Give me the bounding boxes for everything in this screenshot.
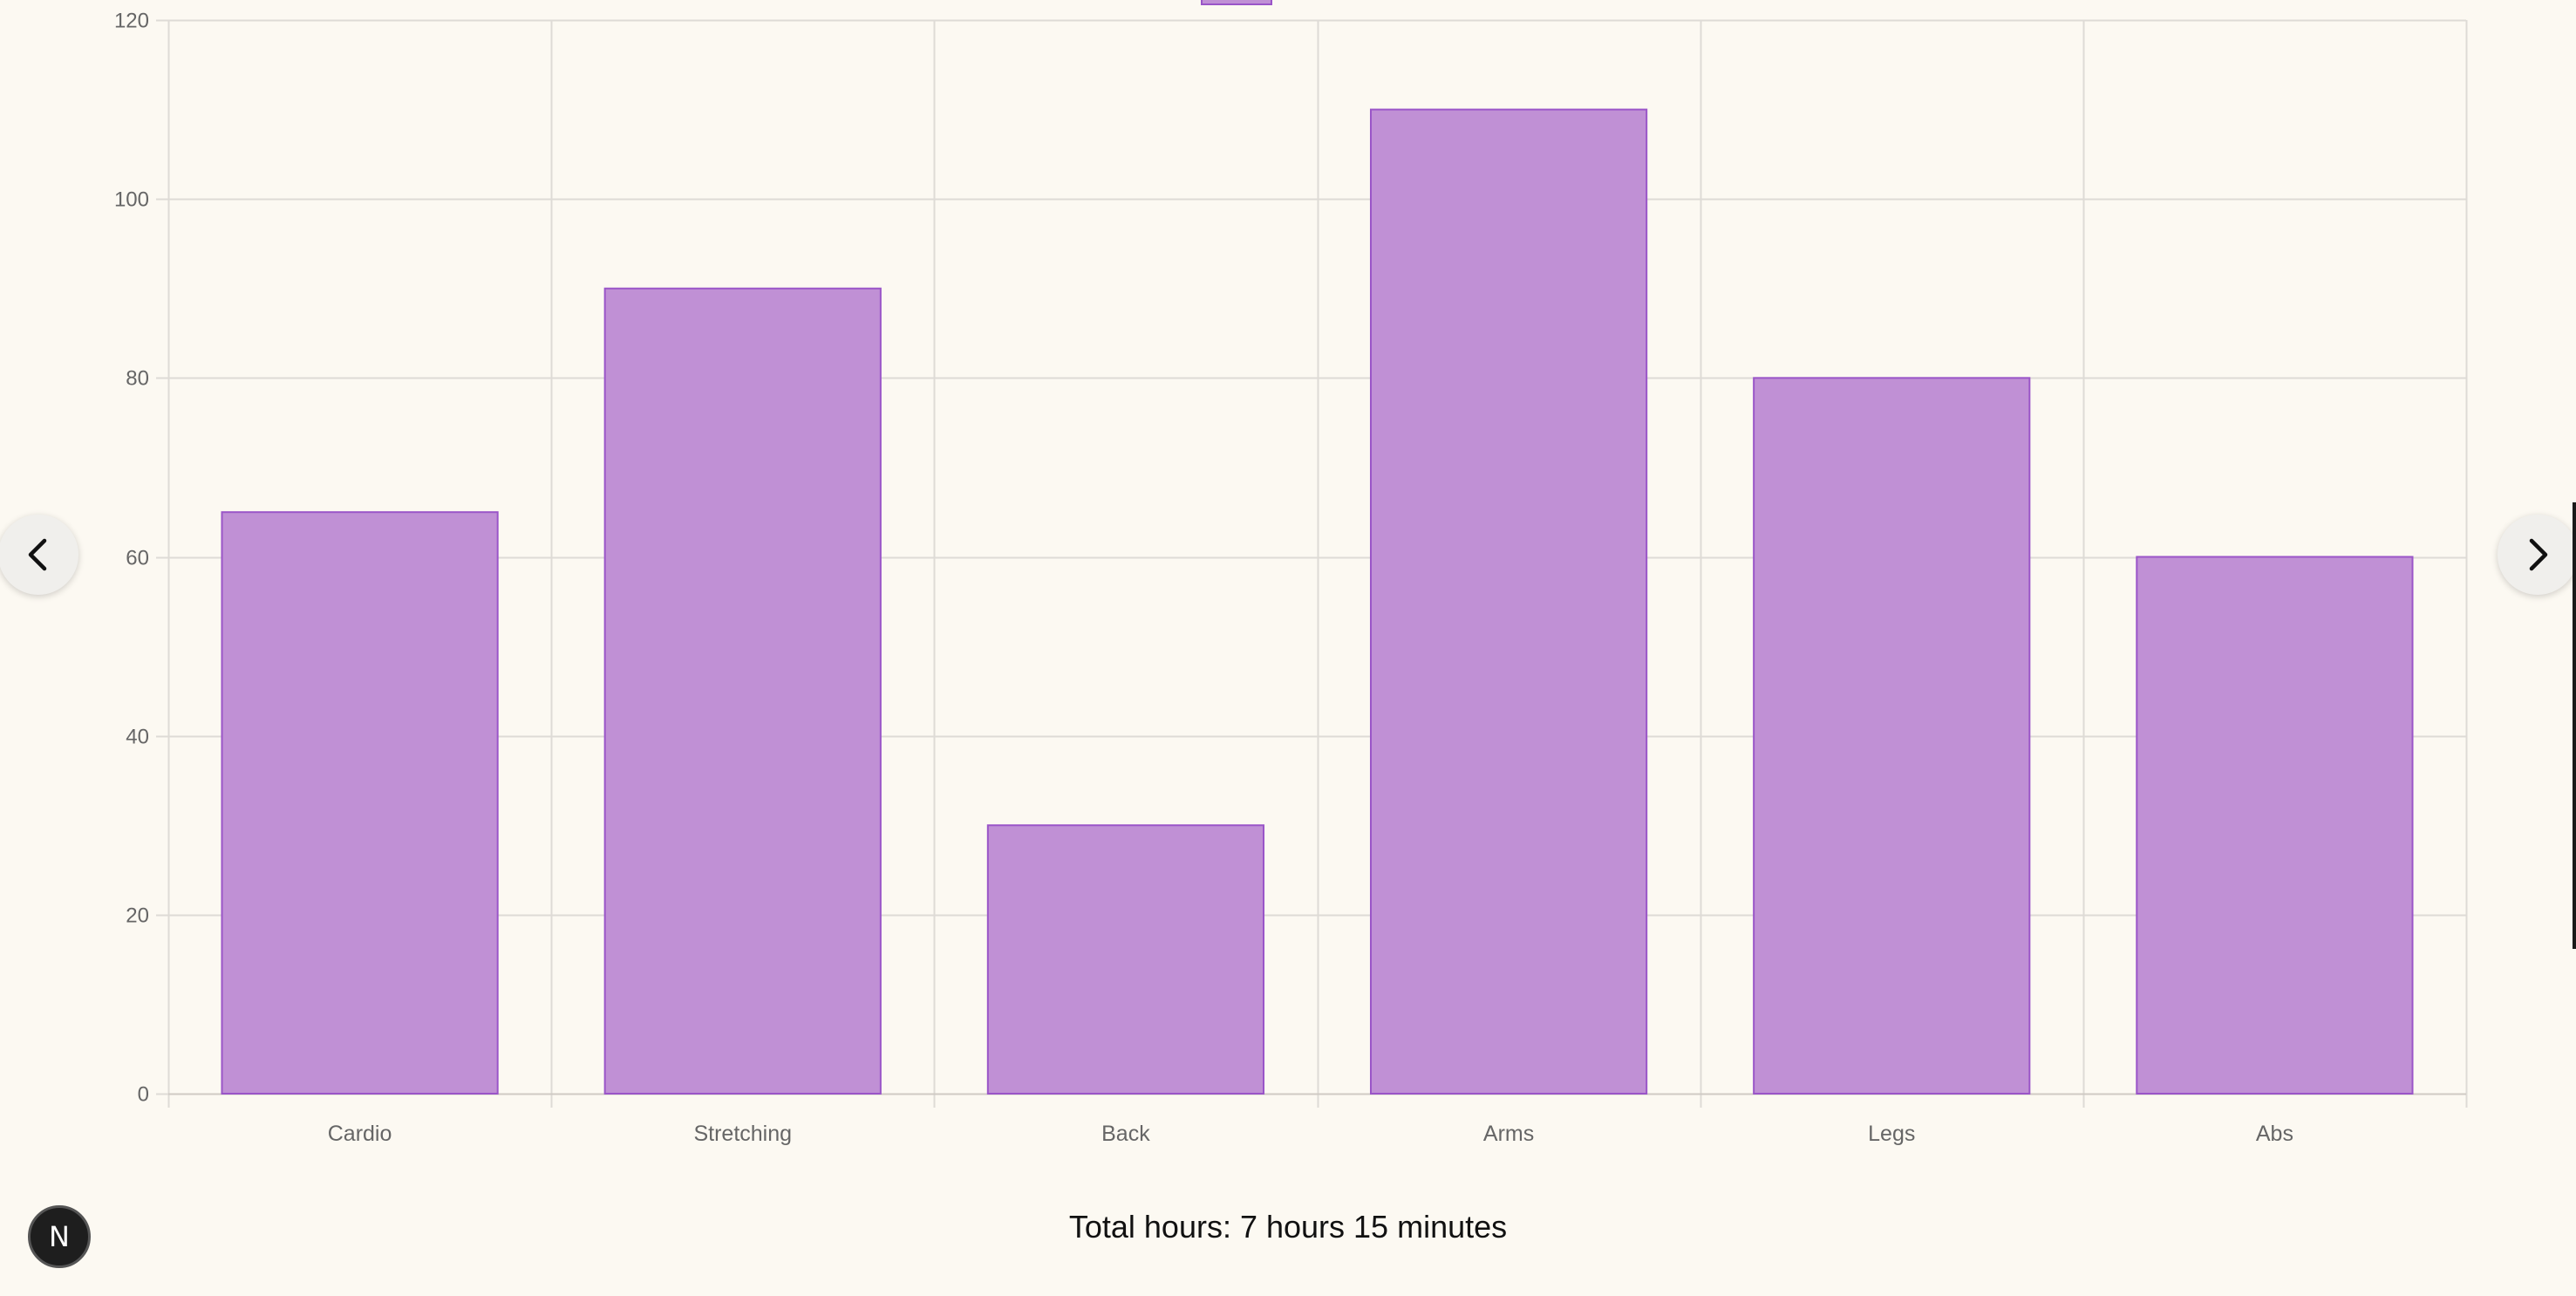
x-tick-label: Stretching	[693, 1122, 792, 1146]
x-tick-label: Legs	[1868, 1122, 1915, 1146]
y-tick-label: 20	[126, 904, 149, 928]
logo-letter: N	[49, 1220, 70, 1253]
x-tick-label: Arms	[1483, 1122, 1534, 1146]
bar-legs	[1753, 377, 2031, 1095]
y-tick-label: 0	[138, 1083, 149, 1107]
x-tick-label: Abs	[2256, 1122, 2293, 1146]
previous-button[interactable]	[0, 515, 78, 595]
bar-chart: 0 20 40 60 80 100 120 Cardio Stretching Back Arms L…	[114, 0, 2468, 1146]
legend-swatch	[1201, 0, 1272, 5]
y-tick-label: 60	[126, 547, 149, 570]
bar-abs	[2136, 556, 2414, 1095]
chevron-right-icon	[2520, 537, 2555, 572]
y-tick-label: 120	[114, 10, 149, 33]
x-tick-label: Cardio	[328, 1122, 392, 1146]
bar-stretching	[603, 287, 882, 1095]
app-logo[interactable]: N	[28, 1205, 91, 1268]
total-hours-label: Total hours: 7 hours 15 minutes	[1068, 1209, 1508, 1245]
next-button[interactable]	[2498, 515, 2576, 595]
x-tick-label: Back	[1101, 1122, 1150, 1146]
y-tick-label: 80	[126, 367, 149, 391]
bar-back	[986, 824, 1265, 1095]
bar-arms	[1369, 108, 1648, 1095]
chevron-left-icon	[21, 537, 56, 572]
y-tick-label: 100	[114, 188, 149, 212]
scrollbar-edge	[2573, 502, 2576, 949]
bar-cardio	[221, 511, 499, 1095]
y-tick-label: 40	[126, 726, 149, 749]
